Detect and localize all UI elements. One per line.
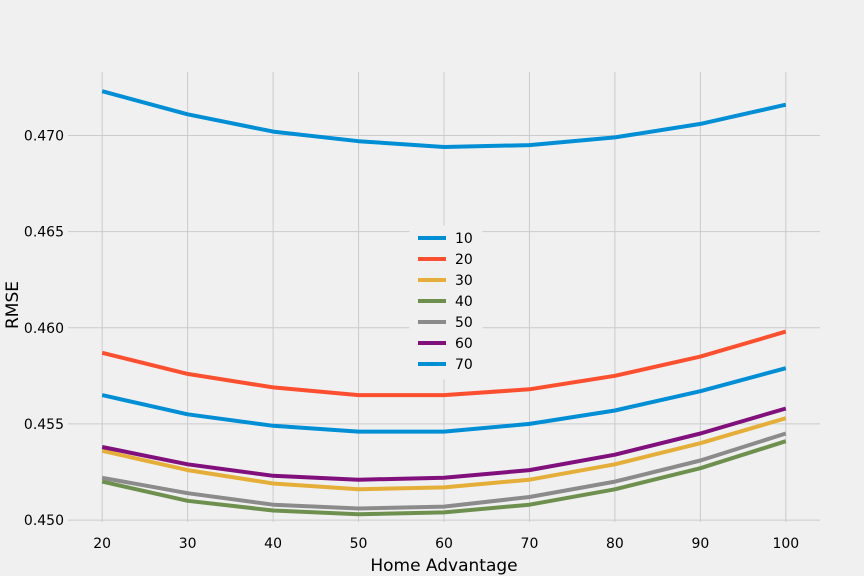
legend-label-60: 60 [455,336,473,352]
legend-label-70: 70 [455,357,473,373]
y-tick-labels: 0.450 0.455 0.460 0.465 0.470 [24,128,64,529]
series-line-50 [101,431,787,511]
y-tick-label: 0.465 [24,225,64,241]
x-tick-labels: 20 30 40 50 60 70 80 90 100 [93,536,799,552]
legend-label-10: 10 [455,231,473,247]
series-line-70 [101,366,787,434]
y-tick-label: 0.450 [24,513,64,529]
x-tick-label: 90 [691,536,709,552]
y-tick-label: 0.460 [24,321,64,337]
series-line-10 [101,89,787,149]
legend-label-30: 30 [455,273,473,289]
x-tick-label: 80 [606,536,624,552]
legend-label-40: 40 [455,294,473,310]
x-tick-label: 60 [435,536,453,552]
series-line-40 [101,439,787,517]
x-tick-label: 100 [772,536,799,552]
x-tick-label: 20 [93,536,111,552]
y-tick-label: 0.455 [24,417,64,433]
series-line-60 [101,406,787,482]
y-tick-label: 0.470 [24,128,64,144]
legend: 10 20 30 40 50 60 70 [409,225,483,380]
y-axis-label: RMSE [3,281,23,329]
series-line-20 [101,329,787,398]
x-axis-label: Home Advantage [370,556,517,576]
legend-label-20: 20 [455,252,473,268]
series-lines [101,89,787,517]
x-tick-label: 40 [264,536,282,552]
x-tick-label: 30 [179,536,197,552]
legend-label-50: 50 [455,315,473,331]
x-tick-label: 50 [350,536,368,552]
series-line-30 [101,416,787,492]
x-tick-label: 70 [521,536,539,552]
